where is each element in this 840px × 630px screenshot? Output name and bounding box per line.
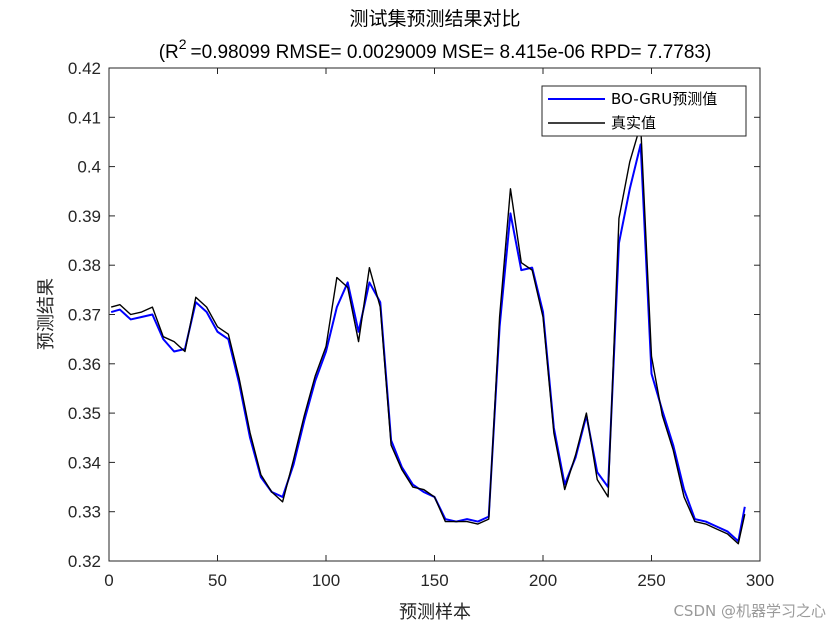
- x-tick-label: 150: [420, 571, 448, 590]
- y-tick-label: 0.42: [68, 59, 101, 78]
- subtitle-r-superscript: 2: [179, 36, 187, 52]
- x-tick-label: 0: [104, 571, 113, 590]
- x-tick-label: 100: [312, 571, 340, 590]
- series-line-bo-gru: [110, 143, 746, 543]
- x-tick-label: 50: [208, 571, 227, 590]
- watermark: CSDN @机器学习之心: [673, 602, 826, 620]
- y-tick-label: 0.34: [68, 453, 101, 472]
- chart-subtitle: (R2 =0.98099 RMSE= 0.0029009 MSE= 8.415e-…: [159, 36, 712, 63]
- y-tick-label: 0.41: [68, 108, 101, 127]
- y-tick-label: 0.33: [68, 503, 101, 522]
- y-tick-label: 0.36: [68, 355, 101, 374]
- y-tick-label: 0.35: [68, 404, 101, 423]
- x-tick-label: 200: [529, 571, 557, 590]
- y-axis-label: 预测结果: [36, 278, 57, 350]
- legend-label-bo-gru: BO-GRU预测值: [611, 90, 717, 108]
- series-line-actual: [110, 123, 746, 545]
- legend-label-actual: 真实值: [611, 114, 656, 132]
- legend-box: [541, 85, 747, 137]
- subtitle-r: R: [165, 42, 179, 63]
- legend: BO-GRU预测值 真实值: [541, 85, 747, 137]
- y-tick-label: 0.38: [68, 256, 101, 275]
- plot-area: [109, 68, 760, 561]
- y-tick-label: 0.32: [68, 552, 101, 571]
- y-tick-label: 0.37: [68, 306, 101, 325]
- series-group: [110, 123, 746, 545]
- x-axis-label: 预测样本: [399, 602, 471, 623]
- y-tick-label: 0.4: [77, 158, 101, 177]
- x-tick-label: 300: [746, 571, 774, 590]
- chart-title: 测试集预测结果对比: [349, 8, 520, 30]
- subtitle-rest: =0.98099 RMSE= 0.0029009 MSE= 8.415e-06 …: [191, 42, 712, 63]
- y-tick-label: 0.39: [68, 207, 101, 226]
- x-tick-label: 250: [637, 571, 665, 590]
- ticks-group: 0 50 100 150 200 250 300 0.32 0.33 0.34 0.35 0.36 0.…: [68, 59, 774, 590]
- subtitle-open: (: [159, 42, 166, 63]
